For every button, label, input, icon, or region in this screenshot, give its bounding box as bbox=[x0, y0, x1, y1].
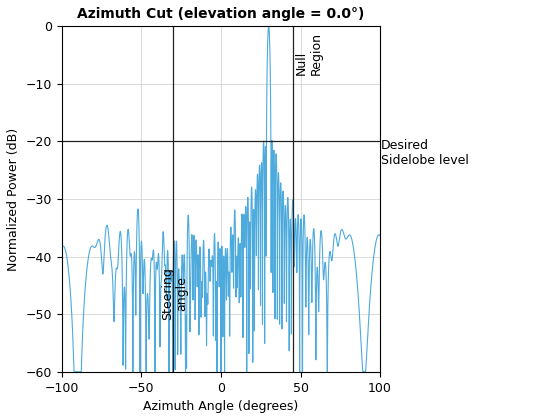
Text: Steering
angle: Steering angle bbox=[161, 267, 189, 320]
Text: Null
Region: Null Region bbox=[295, 32, 323, 75]
Y-axis label: Normalized Power (dB): Normalized Power (dB) bbox=[7, 127, 20, 270]
Title: Azimuth Cut (elevation angle = 0.0°): Azimuth Cut (elevation angle = 0.0°) bbox=[77, 7, 365, 21]
Text: Desired
Sidelobe level: Desired Sidelobe level bbox=[381, 139, 469, 167]
X-axis label: Azimuth Angle (degrees): Azimuth Angle (degrees) bbox=[143, 400, 298, 413]
